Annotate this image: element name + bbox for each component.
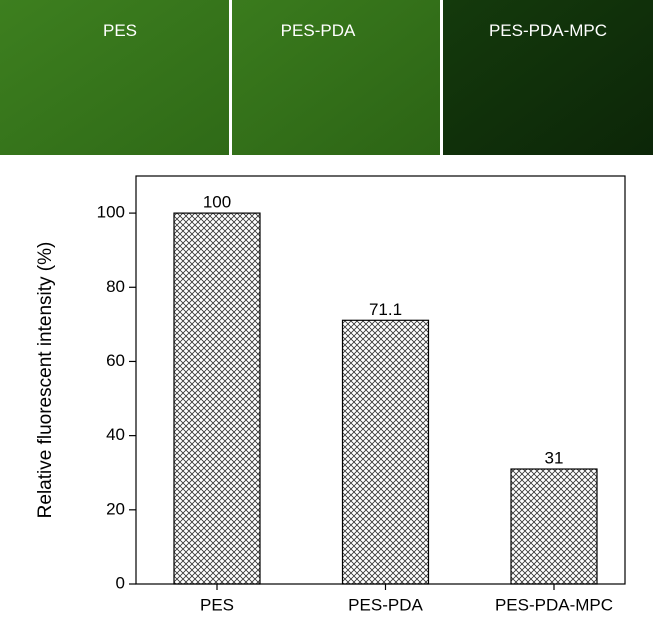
value-label: 71.1: [369, 300, 402, 319]
bar: [174, 213, 260, 584]
plot: 0 20 40 60 80 100 PES 100 PES-PDA 71.1 PES-PDA-MPC…: [97, 176, 625, 614]
y-tick-label: 40: [106, 425, 125, 444]
x-tick-label: PES-PDA: [348, 595, 423, 614]
y-axis-title: Relative fluorescent intensity (%): [35, 242, 56, 519]
image-label: PES: [103, 21, 137, 40]
page: PES PES-PDA PES-PDA-MPC Relative fluores…: [0, 0, 653, 624]
figure: PES PES-PDA PES-PDA-MPC Relative fluores…: [0, 0, 653, 619]
y-tick-label: 0: [116, 573, 125, 592]
bar: [343, 320, 429, 584]
image-label: PES-PDA: [281, 21, 356, 40]
x-tick-label: PES: [200, 595, 234, 614]
value-label: 31: [545, 449, 564, 468]
y-tick-label: 80: [106, 277, 125, 296]
y-tick-label: 60: [106, 351, 125, 370]
y-tick-label: 100: [97, 203, 125, 222]
value-label: 100: [203, 193, 231, 212]
x-tick-label: PES-PDA-MPC: [495, 595, 613, 614]
y-tick-label: 20: [106, 499, 125, 518]
image-label: PES-PDA-MPC: [489, 21, 607, 40]
bar: [511, 469, 597, 584]
